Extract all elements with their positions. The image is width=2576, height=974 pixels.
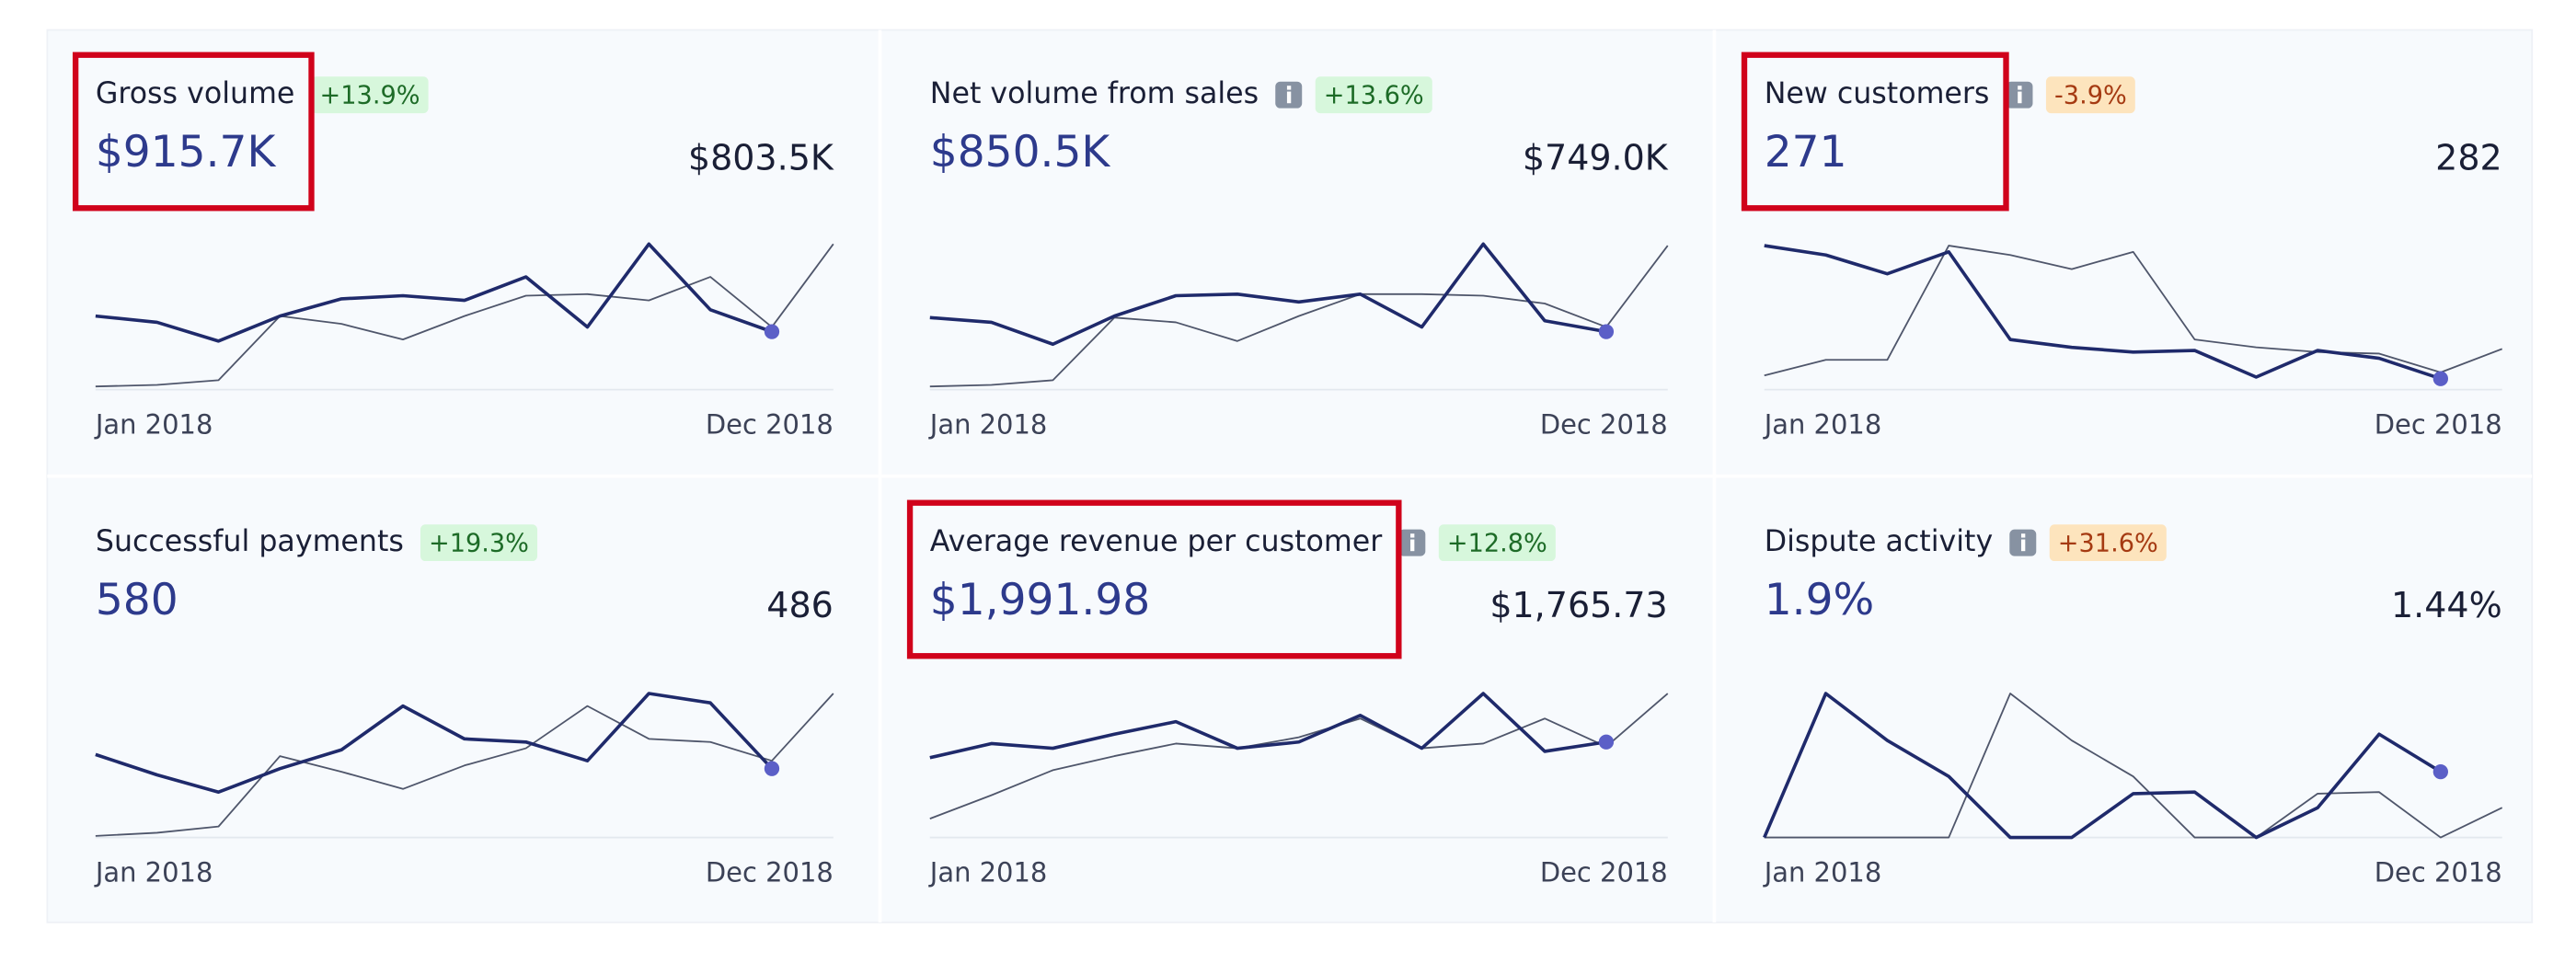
end-date: Dec 2018: [1540, 408, 1668, 440]
metric-card: Gross volume +13.9% $915.7K $803.5K Jan 2018…: [72, 52, 834, 440]
current-point: [1598, 324, 1615, 339]
prior-period-line: [95, 693, 834, 837]
card-title: Gross volume: [96, 77, 295, 110]
metric-value: 1.9%: [1765, 575, 1875, 625]
card-title: Dispute activity: [1765, 525, 1993, 558]
change-text: +12.8%: [1447, 529, 1547, 557]
previous-value: $749.0K: [1523, 137, 1669, 178]
info-icon-glyph: [1286, 86, 1292, 90]
current-point: [764, 324, 780, 339]
start-date: Jan 2018: [94, 856, 213, 888]
prior-period-line: [929, 245, 1669, 388]
card-title: New customers: [1765, 77, 1990, 110]
metric-value: $850.5K: [930, 127, 1111, 178]
info-icon-glyph: [1410, 539, 1415, 552]
current-period-line: [1764, 244, 2442, 381]
start-date: Jan 2018: [928, 408, 1048, 440]
card-title: Average revenue per customer: [930, 525, 1383, 558]
end-date: Dec 2018: [2375, 408, 2502, 440]
metric-card: Successful payments +19.3% 580 486 Jan 2018 D…: [94, 524, 834, 888]
change-text: +31.6%: [2058, 529, 2158, 557]
card-title: Net volume from sales: [930, 77, 1259, 110]
change-badge: [420, 524, 538, 562]
highlight-box: [906, 499, 1402, 659]
current-period-line: [929, 692, 1607, 760]
highlight-box: [1741, 52, 2009, 212]
card-title: Successful payments: [96, 525, 404, 558]
change-text: +13.9%: [320, 81, 420, 109]
current-point: [764, 761, 780, 776]
change-badge: [2049, 524, 2167, 562]
change-badge: [311, 76, 429, 114]
start-date: Jan 2018: [1763, 856, 1882, 888]
current-point: [2432, 763, 2448, 780]
metric-value: $915.7K: [96, 127, 277, 178]
previous-value: $803.5K: [688, 137, 834, 178]
change-badge: [1315, 76, 1432, 114]
info-icon-glyph: [1286, 91, 1292, 104]
current-point: [2432, 371, 2448, 386]
start-date: Jan 2018: [1763, 408, 1882, 440]
end-date: Dec 2018: [1540, 856, 1668, 888]
metric-value: $1,991.98: [930, 575, 1150, 625]
info-icon-glyph: [2020, 539, 2026, 552]
current-point: [1598, 734, 1615, 750]
metric-card: Dispute activity +31.6% 1.9% 1.44% Jan 2018 D…: [1763, 524, 2503, 888]
metric-value: 271: [1765, 127, 1847, 178]
metric-card: Net volume from sales +13.6% $850.5K $749.0…: [928, 76, 1669, 440]
info-icon-glyph: [1410, 533, 1415, 538]
change-text: +19.3%: [429, 529, 529, 557]
start-date: Jan 2018: [94, 408, 213, 440]
change-badge: [2045, 76, 2135, 114]
end-date: Dec 2018: [706, 408, 834, 440]
metric-card: Average revenue per customer +12.8% $1,991…: [906, 499, 1669, 888]
highlight-box: [72, 52, 315, 212]
prior-period-line: [95, 243, 834, 388]
info-icon-glyph: [2018, 91, 2022, 104]
previous-value: $1,765.73: [1489, 585, 1667, 625]
current-period-line: [95, 242, 773, 343]
change-badge: [1438, 524, 1556, 562]
metric-card: New customers -3.9% 271 282 Jan 2018 Dec 2018: [1741, 52, 2502, 440]
end-date: Dec 2018: [2375, 856, 2502, 888]
change-text: -3.9%: [2054, 81, 2127, 109]
current-period-line: [1763, 692, 2442, 840]
previous-value: 486: [766, 585, 834, 625]
prior-period-line: [929, 693, 1669, 819]
metric-value: 580: [96, 575, 178, 625]
current-period-line: [929, 242, 1607, 347]
start-date: Jan 2018: [928, 856, 1048, 888]
prior-period-line: [1764, 245, 2502, 377]
end-date: Dec 2018: [706, 856, 834, 888]
previous-value: 282: [2435, 137, 2502, 178]
info-icon-glyph: [2020, 533, 2026, 538]
info-icon-glyph: [2018, 86, 2022, 90]
prior-period-line: [1764, 693, 2503, 839]
change-text: +13.6%: [1324, 81, 1424, 109]
previous-value: 1.44%: [2391, 585, 2502, 625]
current-period-line: [95, 692, 774, 795]
